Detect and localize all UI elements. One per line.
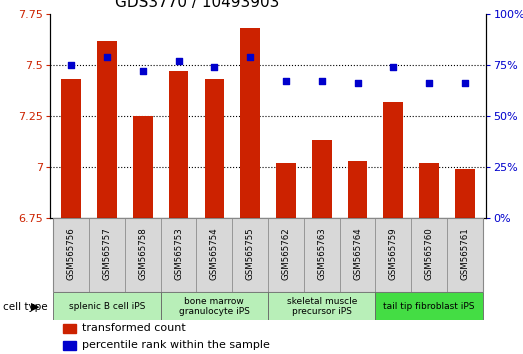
Text: GSM565759: GSM565759 [389,227,398,280]
Bar [61,79,81,218]
Bar [125,218,161,292]
Text: ▶: ▶ [31,302,40,312]
Text: GSM565764: GSM565764 [353,227,362,280]
Bar [63,324,76,333]
Point [425,81,433,86]
Text: transformed count: transformed count [83,324,186,333]
Bar [304,218,339,292]
Bar [419,163,439,218]
Text: splenic B cell iPS: splenic B cell iPS [69,302,145,311]
Bar [97,41,117,218]
Bar [376,292,483,320]
Text: GSM565757: GSM565757 [103,227,111,280]
Point [246,54,254,60]
Text: GSM565760: GSM565760 [425,227,434,280]
Bar [53,292,161,320]
Bar [204,79,224,218]
Text: bone marrow
granulocyte iPS: bone marrow granulocyte iPS [179,297,250,316]
Bar [161,292,268,320]
Text: GSM565755: GSM565755 [246,227,255,280]
Point [174,58,183,64]
Bar [339,218,376,292]
Bar [348,161,367,218]
Text: GSM565753: GSM565753 [174,227,183,280]
Point [317,79,326,84]
Bar [383,102,403,218]
Bar [197,218,232,292]
Text: GSM565756: GSM565756 [66,227,76,280]
Text: GSM565762: GSM565762 [281,227,290,280]
Bar [447,218,483,292]
Bar [268,292,376,320]
Text: GSM565763: GSM565763 [317,227,326,280]
Text: GSM565761: GSM565761 [460,227,470,280]
Point [461,81,469,86]
Text: cell type: cell type [3,302,47,312]
Point [389,64,397,70]
Bar [63,341,76,350]
Bar [376,218,411,292]
Bar [89,218,125,292]
Point [67,62,75,68]
Text: tail tip fibroblast iPS: tail tip fibroblast iPS [383,302,475,311]
Text: GDS3770 / 10493903: GDS3770 / 10493903 [115,0,280,10]
Bar [276,163,296,218]
Bar [232,218,268,292]
Text: GSM565758: GSM565758 [138,227,147,280]
Bar [161,218,197,292]
Bar [312,141,332,218]
Text: percentile rank within the sample: percentile rank within the sample [83,340,270,350]
Text: GSM565754: GSM565754 [210,227,219,280]
Point [354,81,362,86]
Point [139,68,147,74]
Bar [240,28,260,218]
Bar [268,218,304,292]
Bar [411,218,447,292]
Point [282,79,290,84]
Point [210,64,219,70]
Bar [133,116,153,218]
Text: skeletal muscle
precursor iPS: skeletal muscle precursor iPS [287,297,357,316]
Bar [455,169,475,218]
Bar [53,218,89,292]
Bar [169,71,188,218]
Point [103,54,111,60]
